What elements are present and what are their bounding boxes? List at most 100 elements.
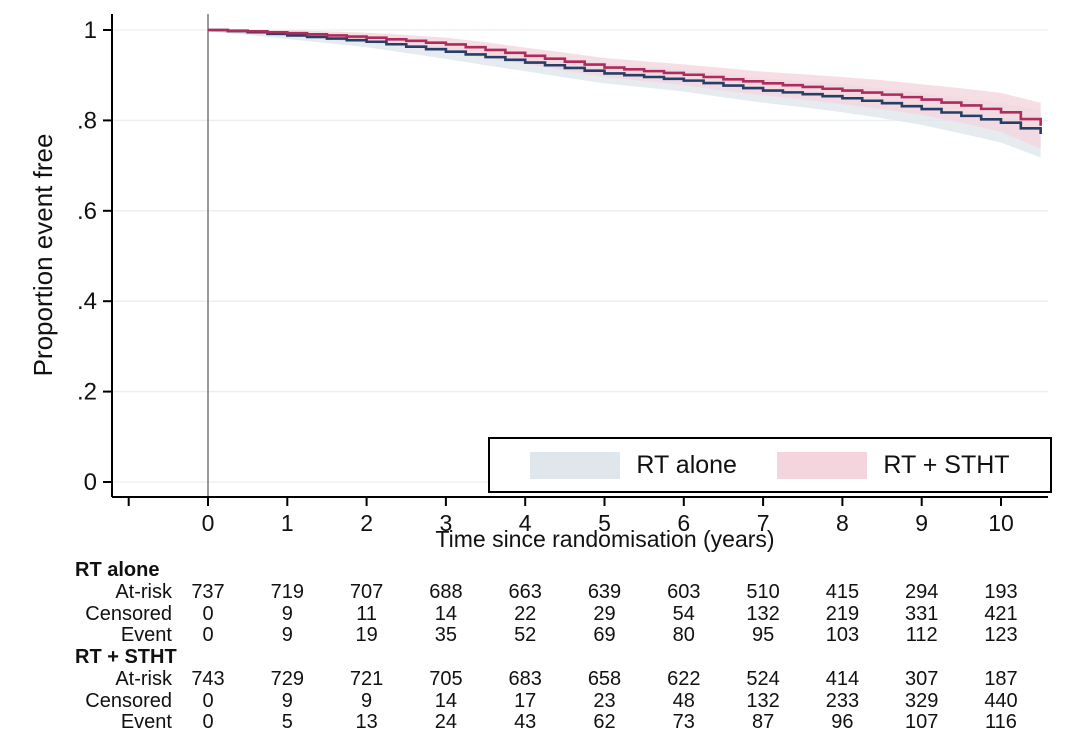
risk-cell: 663 bbox=[508, 581, 542, 603]
risk-cell: 524 bbox=[746, 668, 780, 690]
risk-cell: 705 bbox=[429, 668, 463, 690]
x-tick-label: 7 bbox=[757, 510, 770, 536]
risk-cell: 719 bbox=[270, 581, 304, 603]
risk-cell: 13 bbox=[355, 711, 378, 733]
risk-cell: 294 bbox=[905, 581, 939, 603]
legend-entry-rt-stht: RT + STHT bbox=[777, 451, 1010, 480]
y-tick-label: 0 bbox=[84, 469, 97, 496]
x-tick-label: 10 bbox=[988, 510, 1014, 536]
x-tick-label: 3 bbox=[440, 510, 453, 536]
risk-cell: 23 bbox=[593, 690, 616, 712]
risk-cell: 96 bbox=[831, 711, 854, 733]
km-curve-rt-alone bbox=[208, 28, 1042, 134]
risk-cell: 414 bbox=[825, 668, 860, 690]
risk-row-label: Event bbox=[120, 711, 172, 733]
risk-cell: 331 bbox=[905, 603, 939, 625]
risk-cell: 0 bbox=[202, 624, 214, 646]
risk-cell: 112 bbox=[905, 624, 938, 646]
risk-cell: 721 bbox=[349, 668, 384, 690]
risk-cell: 123 bbox=[984, 624, 1018, 646]
risk-cell: 0 bbox=[202, 690, 214, 712]
risk-cell: 35 bbox=[434, 624, 458, 646]
risk-cell: 69 bbox=[593, 624, 616, 646]
x-tick-label: 6 bbox=[677, 510, 690, 536]
risk-cell: 9 bbox=[361, 690, 373, 712]
risk-row-label: Censored bbox=[85, 690, 172, 712]
km-curve-rt-stht bbox=[208, 28, 1042, 126]
risk-cell: 62 bbox=[593, 711, 616, 733]
risk-cell: 622 bbox=[667, 668, 701, 690]
risk-cell: 48 bbox=[672, 690, 695, 712]
risk-cell: 9 bbox=[281, 690, 293, 712]
risk-row-label: Censored bbox=[85, 603, 172, 625]
risk-cell: 9 bbox=[281, 624, 293, 646]
x-tick-label: 0 bbox=[202, 510, 215, 536]
x-tick-label: 9 bbox=[915, 510, 928, 536]
risk-row-label: At-risk bbox=[115, 581, 172, 603]
risk-cell: 0 bbox=[202, 603, 214, 625]
x-axis-title: Time since randomisation (years) bbox=[435, 526, 775, 552]
y-tick-label: 1 bbox=[84, 17, 97, 44]
risk-row-label: At-risk bbox=[115, 668, 172, 690]
legend-box: RT alone RT + STHT bbox=[488, 437, 1052, 493]
risk-cell: 219 bbox=[825, 603, 860, 625]
risk-cell: 5 bbox=[281, 711, 293, 733]
risk-cell: 87 bbox=[751, 711, 775, 733]
risk-cell: 54 bbox=[672, 603, 695, 625]
risk-cell: 307 bbox=[905, 668, 939, 690]
risk-cell: 43 bbox=[514, 711, 537, 733]
x-tick-label: 5 bbox=[598, 510, 611, 536]
risk-group-header-rt-stht: RT + STHT bbox=[75, 646, 177, 668]
risk-cell: 19 bbox=[355, 624, 378, 646]
risk-group-header-rt-alone: RT alone bbox=[75, 559, 160, 581]
risk-cell: 103 bbox=[825, 624, 860, 646]
risk-cell: 24 bbox=[434, 711, 458, 733]
risk-cell: 17 bbox=[514, 690, 537, 712]
risk-cell: 688 bbox=[429, 581, 463, 603]
risk-cell: 187 bbox=[984, 668, 1018, 690]
risk-cell: 729 bbox=[270, 668, 304, 690]
risk-cell: 329 bbox=[905, 690, 939, 712]
risk-cell: 658 bbox=[587, 668, 622, 690]
risk-cell: 116 bbox=[985, 711, 1017, 733]
risk-cell: 14 bbox=[434, 603, 458, 625]
risk-cell: 107 bbox=[905, 711, 939, 733]
risk-cell: 9 bbox=[281, 603, 293, 625]
y-tick-label: .4 bbox=[77, 288, 97, 315]
risk-cell: 415 bbox=[825, 581, 860, 603]
risk-row-label: Event bbox=[120, 624, 172, 646]
legend-entry-rt-alone: RT alone bbox=[530, 451, 737, 480]
risk-cell: 440 bbox=[984, 690, 1018, 712]
risk-cell: 73 bbox=[672, 711, 695, 733]
x-tick-label: 1 bbox=[281, 510, 294, 536]
risk-cell: 95 bbox=[751, 624, 775, 646]
ci-band-rt-stht bbox=[208, 30, 1041, 149]
risk-cell: 0 bbox=[202, 711, 214, 733]
x-tick-label: 8 bbox=[836, 510, 849, 536]
risk-cell: 737 bbox=[191, 581, 225, 603]
risk-cell: 29 bbox=[593, 603, 616, 625]
y-tick-label: .6 bbox=[77, 198, 97, 225]
risk-cell: 683 bbox=[508, 668, 542, 690]
risk-cell: 510 bbox=[746, 581, 780, 603]
risk-cell: 22 bbox=[514, 603, 537, 625]
risk-cell: 132 bbox=[746, 603, 780, 625]
risk-cell: 743 bbox=[191, 668, 225, 690]
risk-cell: 707 bbox=[349, 581, 384, 603]
legend-label-rt-alone: RT alone bbox=[636, 450, 737, 479]
risk-cell: 193 bbox=[984, 581, 1018, 603]
y-tick-label: .8 bbox=[77, 107, 97, 134]
risk-cell: 132 bbox=[746, 690, 780, 712]
risk-cell: 639 bbox=[587, 581, 622, 603]
risk-cell: 80 bbox=[672, 624, 695, 646]
risk-cell: 11 bbox=[356, 603, 377, 625]
y-tick-label: .2 bbox=[77, 379, 97, 406]
x-tick-label: 4 bbox=[519, 510, 532, 536]
risk-cell: 14 bbox=[434, 690, 458, 712]
rt-stht-swatch-icon bbox=[777, 451, 868, 479]
risk-cell: 603 bbox=[667, 581, 701, 603]
rt-alone-swatch-icon bbox=[530, 451, 621, 479]
